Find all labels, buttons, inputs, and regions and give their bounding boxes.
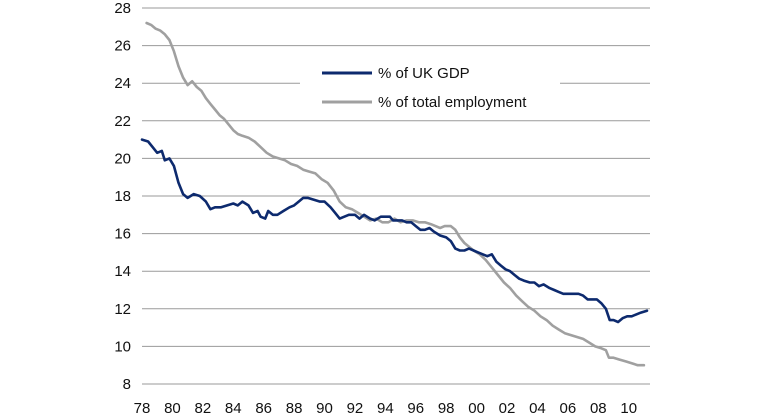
x-tick-label: 88 (286, 400, 303, 416)
x-tick-label: 08 (590, 400, 607, 416)
x-tick-label: 06 (560, 400, 577, 416)
employment-series-line (145, 21, 646, 367)
x-axis-ticks: 78 80 82 84 86 88 90 92 94 96 98 00 02 04 06 08 10 (134, 400, 637, 416)
y-tick-label: 16 (114, 226, 131, 243)
y-tick-label: 18 (114, 188, 131, 205)
y-tick-label: 14 (114, 263, 131, 280)
x-tick-label: 80 (164, 400, 181, 416)
x-tick-label: 98 (438, 400, 455, 416)
x-tick-label: 78 (134, 400, 151, 416)
y-tick-label: 26 (114, 38, 131, 55)
y-tick-label: 10 (114, 338, 131, 355)
legend: % of UK GDP % of total employment (322, 65, 527, 111)
y-tick-label: 22 (114, 113, 131, 130)
legend-box-mask (300, 58, 560, 120)
x-tick-label: 02 (499, 400, 516, 416)
y-tick-label: 24 (114, 75, 131, 92)
y-tick-label: 8 (123, 376, 131, 393)
x-tick-label: 82 (194, 400, 211, 416)
legend-item-employment: % of total employment (322, 94, 527, 111)
x-tick-label: 04 (529, 400, 546, 416)
y-tick-label: 28 (114, 0, 131, 17)
x-tick-label: 92 (347, 400, 364, 416)
x-tick-label: 10 (620, 400, 637, 416)
x-tick-label: 90 (316, 400, 333, 416)
x-tick-label: 86 (255, 400, 272, 416)
legend-item-gdp: % of UK GDP (322, 65, 470, 82)
x-tick-label: 84 (225, 400, 242, 416)
x-tick-label: 94 (377, 400, 394, 416)
x-tick-label: 96 (407, 400, 424, 416)
legend-label-gdp: % of UK GDP (378, 65, 470, 82)
legend-label-employment: % of total employment (378, 94, 527, 111)
y-axis-ticks: 8 10 12 14 16 18 20 22 24 26 28 (114, 0, 131, 393)
x-tick-label: 00 (468, 400, 485, 416)
series-lines (140, 21, 649, 367)
y-tick-label: 12 (114, 301, 131, 318)
gdp-series-line (140, 138, 649, 324)
y-tick-label: 20 (114, 150, 131, 167)
